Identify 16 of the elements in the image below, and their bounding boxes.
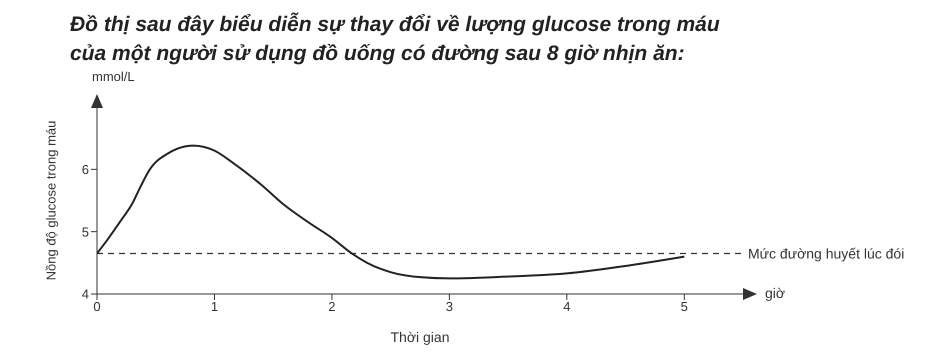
ref-line-label: Mức đường huyết lúc đói	[748, 245, 904, 262]
text: mmol/L	[92, 69, 135, 84]
y-tick-label: 4	[82, 286, 89, 302]
x-tick-label: 1	[210, 299, 218, 314]
y-axis-title: Nồng độ glucose trong máu	[44, 120, 59, 280]
text: giờ	[765, 285, 786, 301]
x-tick-label: 3	[446, 299, 453, 314]
x-tick-label: 4	[563, 299, 570, 314]
chart-title: Đồ thị sau đây biểu diễn sự thay đổi về lượng glucose trong máu của một người sử dụng đồ uống có đường sau 8 giờ nhịn ăn:	[70, 12, 720, 67]
y-tick-label: 6	[82, 162, 89, 177]
x-axis-title: Thời gian	[390, 329, 450, 345]
x-tick-label: 0	[93, 299, 101, 314]
x-tick-label: 2	[328, 299, 336, 314]
y-tick-label: 5	[82, 224, 89, 240]
x-tick-label: 5	[680, 299, 688, 314]
line-series	[97, 144, 686, 280]
